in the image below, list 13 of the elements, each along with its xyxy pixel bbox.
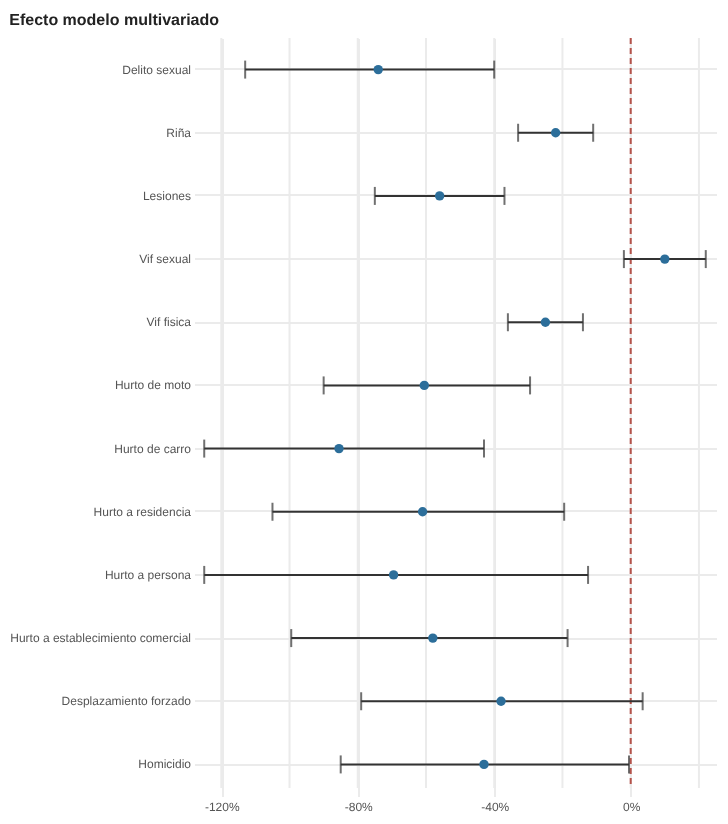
point xyxy=(660,254,670,264)
point xyxy=(540,317,551,327)
point xyxy=(550,128,561,138)
point xyxy=(479,759,489,770)
point xyxy=(417,507,428,517)
point xyxy=(428,633,438,643)
point xyxy=(373,64,383,75)
point xyxy=(334,443,344,454)
point xyxy=(434,191,445,201)
point xyxy=(388,570,399,580)
point xyxy=(419,380,429,391)
chart-title: Efecto modelo multivariado xyxy=(9,11,220,29)
point xyxy=(496,696,506,706)
